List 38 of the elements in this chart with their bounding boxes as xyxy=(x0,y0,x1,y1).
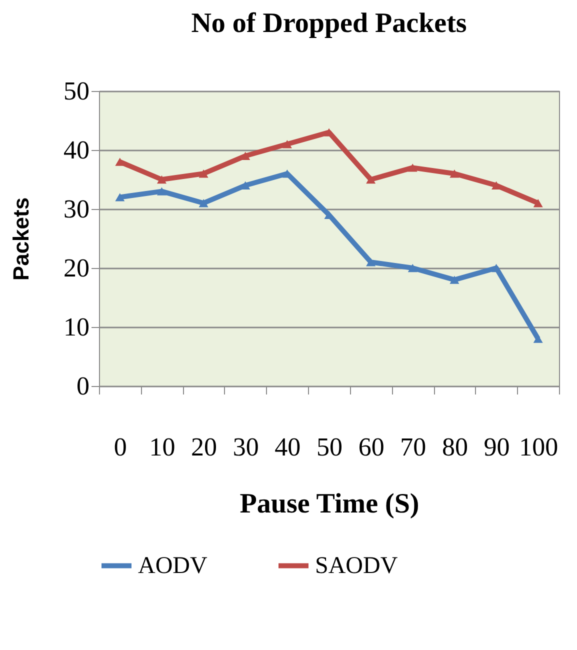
point xyxy=(366,175,376,184)
point xyxy=(240,152,250,160)
x-tick-label: 70 xyxy=(400,432,426,462)
legend-label: AODV xyxy=(138,552,208,579)
x-tick-label: 90 xyxy=(484,432,510,462)
x-tick-label: 0 xyxy=(114,432,127,462)
point xyxy=(156,175,166,184)
point xyxy=(240,181,250,190)
point xyxy=(408,164,418,172)
point xyxy=(366,258,376,266)
y-tick-label: 50 xyxy=(64,76,90,106)
y-tick-label: 0 xyxy=(76,372,90,400)
x-tick-label: 10 xyxy=(149,432,176,462)
point xyxy=(450,276,460,284)
x-tick-label: 20 xyxy=(191,432,218,462)
x-tick-label: 80 xyxy=(442,432,468,462)
y-tick-label: 10 xyxy=(64,312,90,342)
point xyxy=(450,169,460,178)
x-tick-label: 50 xyxy=(316,432,342,462)
y-tick-label: 20 xyxy=(64,254,90,282)
y-tick-label: 40 xyxy=(64,136,90,164)
chart-title: No of Dropped Packets xyxy=(191,8,467,39)
point xyxy=(198,198,208,208)
point xyxy=(533,198,543,208)
point xyxy=(198,169,208,178)
y-axis-title: Packets xyxy=(8,197,34,281)
x-tick-label: 30 xyxy=(232,432,259,462)
legend-label: SAODV xyxy=(315,552,398,579)
y-tick-label: 30 xyxy=(64,194,90,224)
point xyxy=(115,193,125,202)
point xyxy=(156,187,166,196)
x-tick-label: 100 xyxy=(519,432,558,462)
x-axis-title: Pause Time (S) xyxy=(240,488,420,520)
point xyxy=(282,140,292,148)
x-tick-label: 60 xyxy=(358,432,384,462)
point xyxy=(408,264,418,272)
x-tick-label: 40 xyxy=(274,432,301,462)
point xyxy=(115,158,125,166)
